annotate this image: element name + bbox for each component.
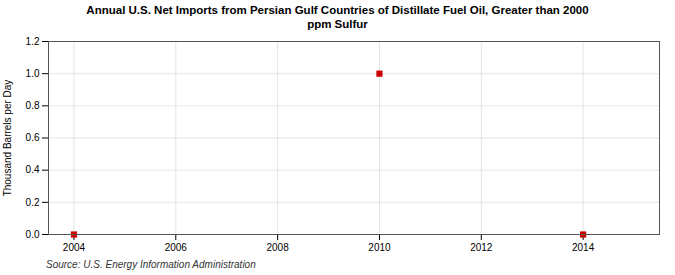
svg-text:0.0: 0.0 — [26, 229, 40, 240]
svg-text:0.6: 0.6 — [26, 132, 40, 143]
svg-text:2008: 2008 — [267, 242, 290, 253]
svg-text:0.4: 0.4 — [26, 164, 40, 175]
svg-text:2006: 2006 — [165, 242, 188, 253]
svg-text:1.0: 1.0 — [26, 68, 40, 79]
svg-text:2004: 2004 — [63, 242, 86, 253]
svg-text:2012: 2012 — [470, 242, 493, 253]
html-text:Source: U.S. Energy Informatio: Source: U.S. Energy Information Administ… — [46, 259, 256, 270]
svg-text:Thousand Barrels per Day: Thousand Barrels per Day — [2, 80, 13, 197]
html-text:Annual U.S. Net Imports from P: Annual U.S. Net Imports from Persian Gul… — [86, 4, 589, 30]
svg-text:2010: 2010 — [368, 242, 391, 253]
svg-text:1.2: 1.2 — [26, 36, 40, 47]
svg-text:0.8: 0.8 — [26, 100, 40, 111]
svg-text:0.2: 0.2 — [26, 197, 40, 208]
svg-text:2014: 2014 — [572, 242, 595, 253]
